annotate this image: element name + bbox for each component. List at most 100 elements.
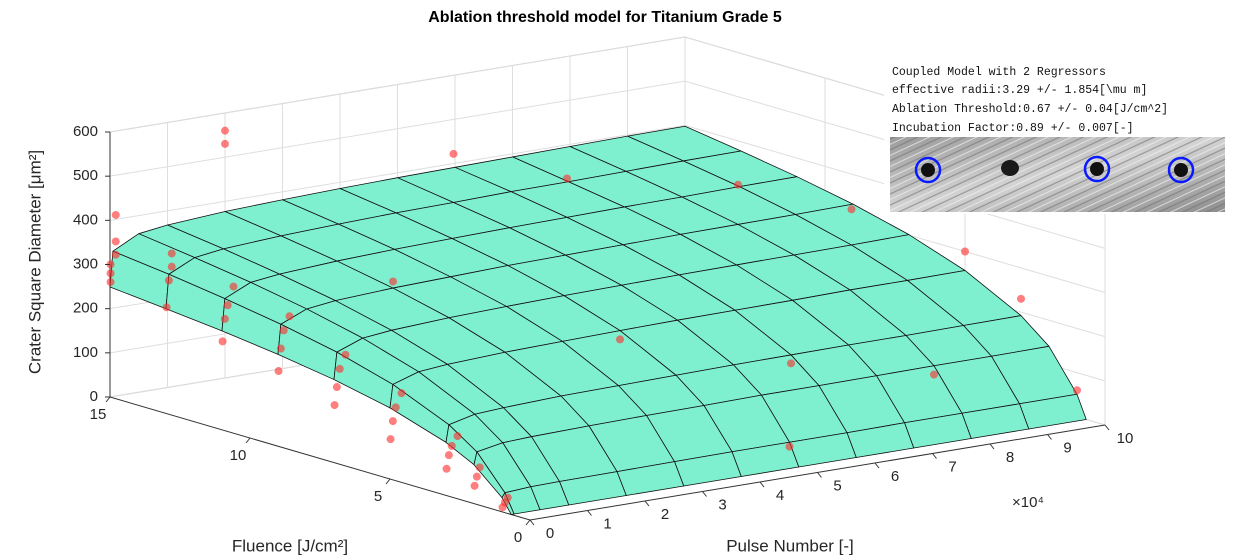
- data-point: [787, 359, 795, 368]
- y-tick: [1104, 424, 1110, 431]
- data-point: [106, 269, 115, 278]
- data-point: [449, 149, 458, 158]
- data-point: [341, 350, 350, 359]
- y-tick: [702, 491, 707, 497]
- z-tick-label: 500: [73, 167, 98, 184]
- data-point: [470, 481, 479, 490]
- x-tick-label: 10: [230, 447, 247, 464]
- y-tick: [1047, 434, 1052, 440]
- data-point: [276, 344, 285, 353]
- data-point: [279, 326, 288, 335]
- data-point: [167, 262, 176, 271]
- y-tick: [817, 472, 822, 478]
- y-tick-label: 9: [1063, 439, 1071, 456]
- y-axis-exponent: ×10⁴: [1012, 494, 1044, 511]
- z-tick-label: 600: [73, 123, 98, 140]
- y-tick: [874, 462, 880, 469]
- y-tick-label: 0: [546, 525, 554, 542]
- data-point: [221, 126, 229, 135]
- y-tick: [529, 519, 535, 526]
- crater-ring: [914, 156, 942, 184]
- x-tick: [245, 437, 251, 444]
- data-point: [229, 282, 238, 291]
- data-point: [397, 389, 406, 398]
- data-point: [475, 463, 484, 472]
- data-point: [472, 472, 481, 481]
- data-point: [111, 250, 120, 259]
- z-tick-label: 300: [73, 255, 98, 272]
- y-tick-label: 4: [776, 487, 784, 504]
- crater: [921, 163, 935, 177]
- micrograph-inset: [890, 137, 1225, 212]
- x-tick: [385, 478, 391, 485]
- data-point: [274, 367, 283, 376]
- crater-ring: [1083, 155, 1111, 183]
- z-tick-label: 0: [90, 388, 98, 405]
- data-point: [335, 364, 344, 373]
- y-tick-label: 5: [833, 477, 841, 494]
- data-point: [162, 303, 171, 312]
- y-tick-label: 10: [1117, 430, 1134, 447]
- annotation-line: Coupled Model with 2 Regressors: [892, 66, 1106, 79]
- data-point: [330, 401, 339, 410]
- data-point: [111, 210, 120, 219]
- data-point: [386, 435, 395, 444]
- crater: [1090, 162, 1104, 176]
- chart-title: Ablation threshold model for Titanium Gr…: [428, 9, 782, 26]
- data-point: [1073, 386, 1081, 395]
- data-point: [218, 337, 227, 346]
- surface: [109, 125, 1087, 515]
- scatter-points: [106, 126, 1081, 512]
- y-tick: [587, 510, 592, 516]
- y-tick: [644, 500, 650, 507]
- data-point: [930, 370, 938, 379]
- z-axis-label: Crater Square Diameter [μm²]: [25, 150, 44, 374]
- data-point: [447, 441, 456, 450]
- x-axis-label: Fluence [J/cm²]: [232, 536, 348, 555]
- data-point: [453, 432, 462, 441]
- data-point: [167, 249, 176, 258]
- x-tick: [105, 396, 111, 403]
- data-point: [111, 237, 120, 246]
- data-point: [164, 276, 173, 285]
- data-point: [220, 314, 229, 323]
- annotation-line: Ablation Threshold:0.67 +/- 0.04[J/cm^2]: [892, 103, 1168, 116]
- data-point: [391, 403, 400, 412]
- y-tick: [989, 443, 995, 450]
- x-tick-label: 15: [90, 406, 107, 423]
- x-tick-label: 0: [514, 529, 522, 546]
- y-tick: [759, 481, 765, 488]
- data-point: [785, 442, 794, 451]
- data-point: [563, 174, 571, 183]
- z-tick-label: 100: [73, 344, 98, 361]
- y-tick-label: 2: [661, 506, 669, 523]
- z-tick-label: 400: [73, 211, 98, 228]
- data-point: [221, 139, 229, 148]
- data-point: [503, 493, 512, 502]
- y-tick-label: 6: [891, 468, 899, 485]
- data-point: [223, 301, 232, 310]
- data-point: [442, 464, 451, 473]
- annotation-line: effective radii:3.29 +/- 1.854[\mu m]: [892, 84, 1147, 97]
- y-tick-label: 7: [948, 458, 956, 475]
- z-tick-label: 200: [73, 300, 98, 317]
- y-tick: [932, 453, 937, 459]
- x-tick-label: 5: [374, 488, 382, 505]
- y-tick-label: 1: [603, 515, 611, 532]
- data-point: [444, 451, 453, 460]
- data-point: [847, 205, 856, 214]
- annotation-box: Coupled Model with 2 Regressors effectiv…: [884, 62, 1227, 214]
- data-point: [106, 260, 115, 269]
- x-tick: [525, 519, 531, 526]
- annotation-line: Incubation Factor:0.89 +/- 0.007[-]: [892, 122, 1134, 135]
- crater: [1001, 160, 1019, 176]
- data-point: [389, 277, 397, 286]
- y-axis-label: Pulse Number [-]: [726, 536, 854, 555]
- data-point: [616, 335, 624, 344]
- y-tick-label: 3: [718, 496, 726, 513]
- crater-ring: [1167, 156, 1195, 184]
- data-point: [285, 312, 294, 321]
- data-point: [961, 247, 969, 256]
